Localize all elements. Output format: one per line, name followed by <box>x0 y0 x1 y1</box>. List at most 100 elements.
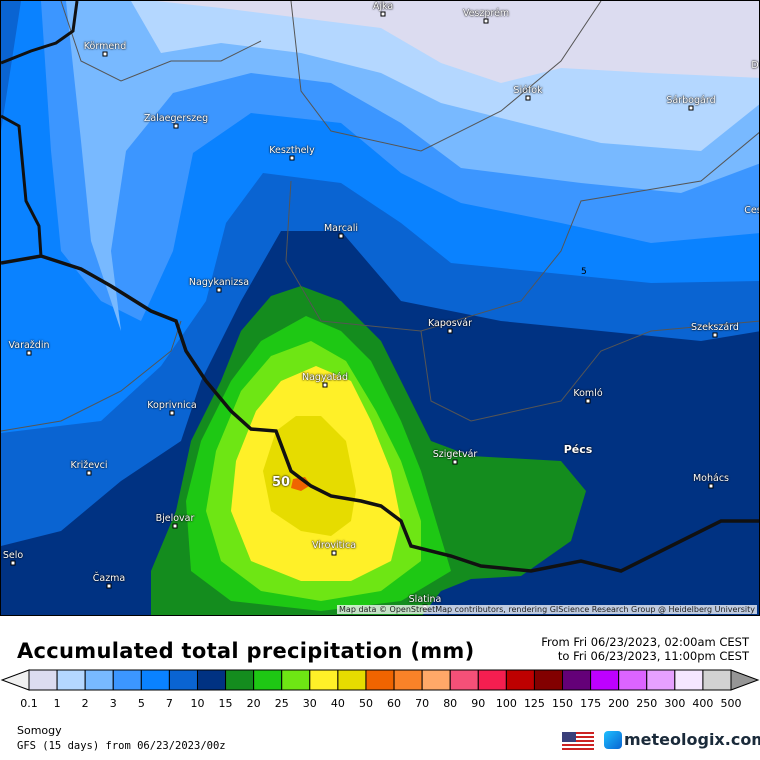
color-scale-cell <box>674 669 704 691</box>
edge-label-d: D <box>751 60 759 71</box>
city-label: Komló <box>573 388 603 399</box>
over-range-arrow <box>730 669 760 691</box>
city-label: Sárbogárd <box>666 95 716 106</box>
city-marker <box>216 287 222 293</box>
city-label: Siófok <box>513 85 543 96</box>
city-label: Ajka <box>372 1 394 12</box>
color-scale-label: 20 <box>246 697 261 710</box>
country-border-nw <box>1 1 79 258</box>
color-scale-label: 70 <box>415 697 430 710</box>
city-marker <box>173 123 179 129</box>
contour-label: 5 <box>581 267 587 277</box>
color-scale-label: 5 <box>137 697 145 710</box>
color-scale-label: 400 <box>692 697 714 710</box>
city-label: Keszthely <box>269 145 315 156</box>
color-scale-cell <box>253 669 283 691</box>
color-scale-label: 7 <box>165 697 173 710</box>
city-label: Szekszárd <box>691 322 739 333</box>
color-scale-label: 3 <box>109 697 117 710</box>
color-scale-cell <box>449 669 479 691</box>
color-scale-label: 60 <box>387 697 402 710</box>
color-scale-label: 175 <box>580 697 602 710</box>
color-scale-label: 150 <box>552 697 574 710</box>
layer-0.1-1 <box>156 1 759 83</box>
color-scale-label: 80 <box>443 697 458 710</box>
color-scale-label: 1 <box>53 697 61 710</box>
city-marker <box>447 328 453 334</box>
edge-label-ces: Ces <box>744 205 760 216</box>
map-layers <box>1 1 759 615</box>
color-scale-label: 40 <box>330 697 345 710</box>
city-label: Varaždin <box>8 340 50 351</box>
city-marker <box>452 459 458 465</box>
city-label: Körmend <box>83 41 127 52</box>
color-scale-cell <box>84 669 114 691</box>
max-value-label: 50 <box>271 475 291 490</box>
city-label: Križevci <box>70 460 108 471</box>
city-label: Kaposvár <box>427 318 473 329</box>
country-border <box>1 254 759 573</box>
city-marker <box>585 398 591 404</box>
city-marker <box>688 105 694 111</box>
city-label: Nagykanizsa <box>188 277 250 288</box>
color-scale-bar <box>0 669 760 691</box>
color-scale-cell <box>196 669 227 691</box>
color-scale-cell <box>646 669 676 691</box>
color-scale-label: 15 <box>218 697 233 710</box>
city-label: Koprivnica <box>147 400 197 411</box>
color-scale-cell <box>309 669 339 691</box>
city-marker <box>10 560 16 566</box>
color-scale-label: 125 <box>523 697 545 710</box>
color-scale-label: 10 <box>190 697 205 710</box>
color-scale-label: 300 <box>664 697 686 710</box>
model-run: GFS (15 days) from 06/23/2023/00z <box>17 740 226 752</box>
color-scale-cell <box>140 669 170 691</box>
city-marker <box>483 18 489 24</box>
city-marker <box>525 95 531 101</box>
city-marker <box>322 382 328 388</box>
map-attribution: Map data © OpenStreetMap contributors, r… <box>337 605 757 614</box>
city-label: Mohács <box>692 473 730 484</box>
color-scale-cell <box>393 669 423 691</box>
color-scale-label: 500 <box>720 697 742 710</box>
color-scale-cell <box>281 669 311 691</box>
color-scale-label: 100 <box>495 697 517 710</box>
layer-40-50 <box>263 416 356 536</box>
color-scale-cell <box>590 669 620 691</box>
color-scale-cell <box>168 669 198 691</box>
city-label: Zalaegerszeg <box>143 113 209 124</box>
city-marker <box>106 583 112 589</box>
city-label: Nagyatád <box>302 372 348 383</box>
color-scale-cell <box>56 669 86 691</box>
admin-borders <box>1 1 759 432</box>
color-scale-label: 25 <box>274 697 289 710</box>
city-marker <box>331 550 337 556</box>
color-scale-cell <box>702 669 732 691</box>
period-from: From Fri 06/23/2023, 02:00am CEST <box>541 635 749 649</box>
city-marker <box>86 470 92 476</box>
color-scale-cell <box>225 669 255 691</box>
color-scale-label: 30 <box>302 697 317 710</box>
color-scale-cell <box>562 669 592 691</box>
color-scale-cell <box>28 669 58 691</box>
color-scale-cell <box>477 669 507 691</box>
region-name: Somogy <box>17 724 62 737</box>
city-label: Selo <box>2 550 24 561</box>
city-marker <box>102 51 108 57</box>
city-label: Veszprém <box>462 8 510 19</box>
city-marker <box>289 155 295 161</box>
color-scale-cell <box>505 669 535 691</box>
color-scale-label: 50 <box>358 697 373 710</box>
city-label: Virovitica <box>311 540 357 551</box>
meteologix-logo-icon <box>604 731 622 749</box>
color-scale-cell <box>421 669 451 691</box>
city-marker <box>26 350 32 356</box>
precipitation-map[interactable]: Ajka Veszprém Körmend Siófok Sárbogárd Zalaeg… <box>0 0 760 616</box>
color-scale-cell <box>533 669 564 691</box>
brand-logo[interactable]: meteologix.com <box>624 730 760 749</box>
city-label: Marcali <box>323 223 359 234</box>
city-label: Slatina <box>408 594 442 605</box>
legend-title: Accumulated total precipitation (mm) <box>17 639 475 663</box>
us-flag-icon[interactable] <box>562 732 594 750</box>
color-scale-label: 200 <box>608 697 630 710</box>
